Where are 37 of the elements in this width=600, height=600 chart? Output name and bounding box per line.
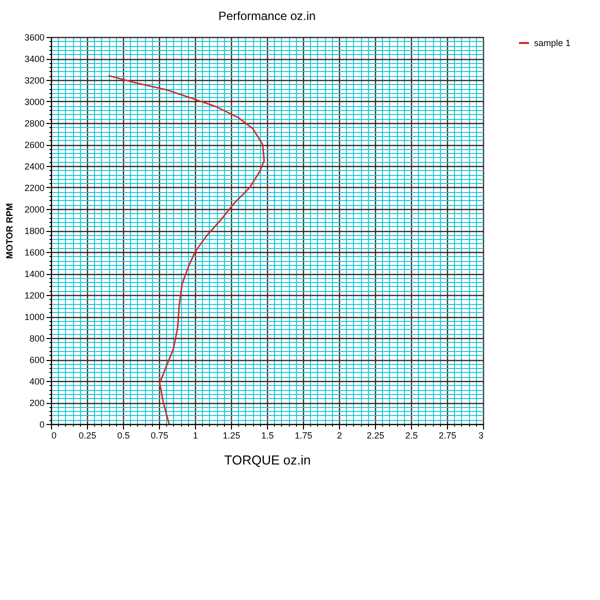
x-tick-label: 1.25 (222, 430, 240, 440)
y-tick-label: 1000 (24, 312, 44, 322)
x-tick-label: 2.5 (405, 430, 418, 440)
y-tick-label: 400 (29, 376, 44, 386)
x-tick-label: 0 (52, 430, 57, 440)
y-tick-label: 800 (29, 334, 44, 344)
x-tick-label: 1.75 (294, 430, 312, 440)
y-tick-label: 1400 (24, 269, 44, 279)
x-tick-label: 2.25 (366, 430, 384, 440)
y-axis-title: MOTOR RPM (4, 203, 14, 259)
y-tick-label: 0 (39, 420, 44, 430)
chart-title: Performance oz.in (218, 9, 316, 23)
y-tick-label: 200 (29, 398, 44, 408)
y-tick-label: 2000 (24, 204, 44, 214)
y-tick-label: 2800 (24, 118, 44, 128)
y-tick-label: 3600 (24, 32, 44, 42)
x-tick-label: 0.25 (78, 430, 96, 440)
y-tick-label: 3400 (24, 54, 44, 64)
y-tick-label: 3000 (24, 97, 44, 107)
x-tick-label: 0.5 (117, 430, 130, 440)
x-axis-title: TORQUE oz.in (224, 452, 311, 468)
line-series (108, 74, 265, 425)
y-tick-label: 1800 (24, 226, 44, 236)
y-tick-label: 1200 (24, 290, 44, 300)
y-tick-label: 1600 (24, 248, 44, 258)
x-tick-label: 1.5 (261, 430, 274, 440)
y-tick-label: 2200 (24, 183, 44, 193)
legend-label: sample 1 (534, 38, 571, 48)
x-tick-label: 2 (336, 430, 342, 440)
x-tick-label: 2.75 (438, 430, 456, 440)
x-tick-label: 3 (478, 430, 484, 440)
x-tick-label: 0.75 (150, 430, 168, 440)
y-tick-label: 3200 (24, 76, 44, 86)
x-tick-label: 1 (192, 430, 198, 440)
y-tick-label: 2600 (24, 140, 44, 150)
y-tick-label: 2400 (24, 162, 44, 172)
y-tick-label: 600 (29, 355, 44, 365)
